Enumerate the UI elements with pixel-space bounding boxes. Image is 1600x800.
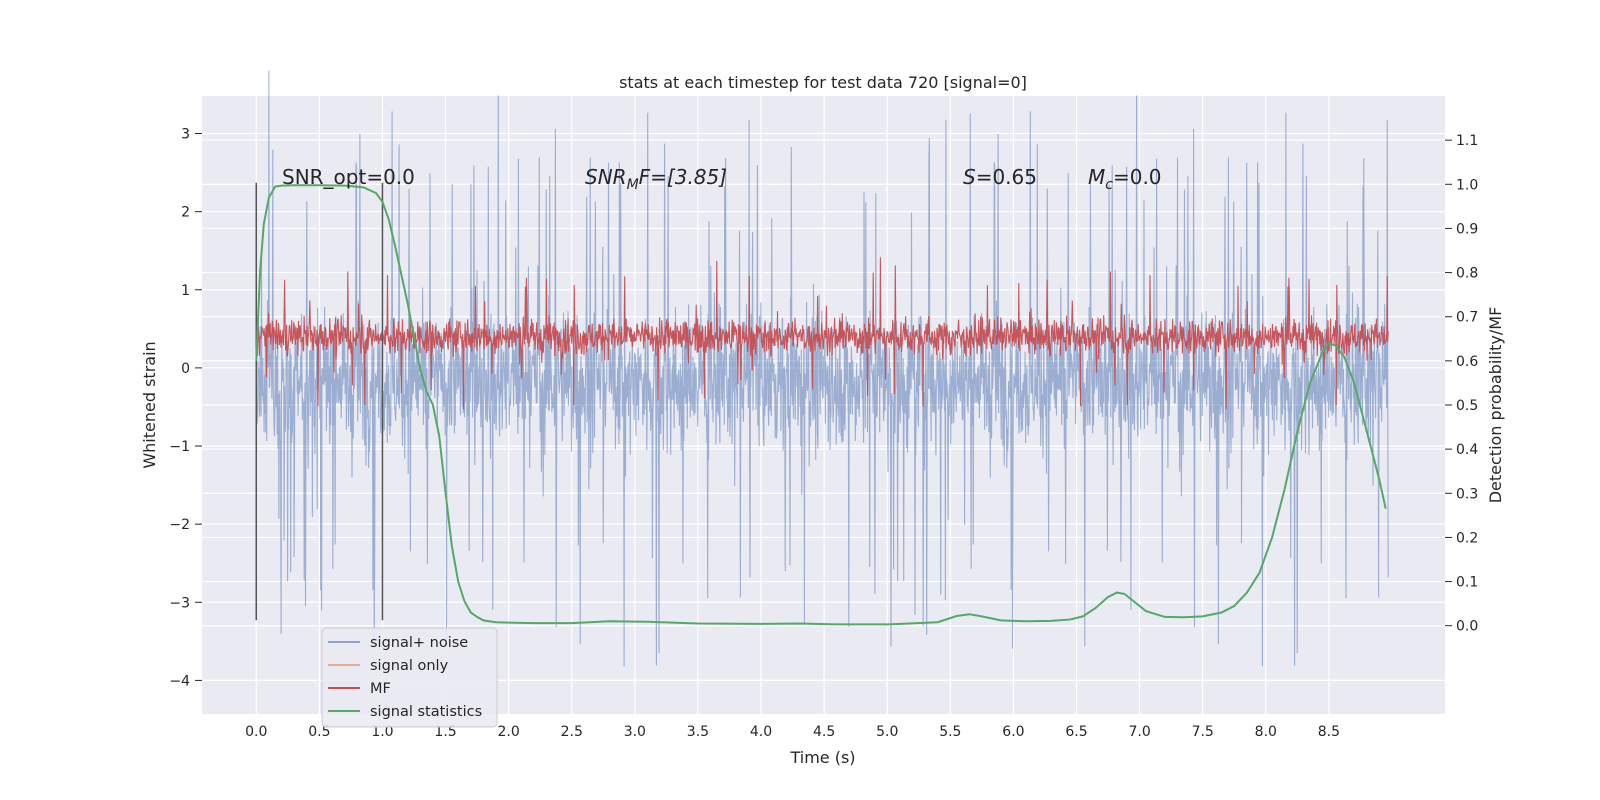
annotation-3-rest: =0.0 <box>1113 165 1162 189</box>
y2-tick-label: 0.6 <box>1456 354 1478 370</box>
legend-label: signal only <box>370 658 449 674</box>
y-tick-label: −1 <box>169 439 190 455</box>
annotation-2: S=0.65 <box>963 165 1037 189</box>
annotation-3: Mc=0.0 <box>1088 165 1162 193</box>
annotation-1-base: SNR <box>585 165 627 189</box>
x-tick-label: 8.5 <box>1318 724 1340 740</box>
legend-label: signal+ noise <box>370 635 468 651</box>
x-tick-label: 3.5 <box>687 724 709 740</box>
y-axis-ticks: 3 2 1 0 −1 −2 −3 −4 <box>169 127 202 689</box>
y-tick-label: −4 <box>169 673 190 689</box>
x-tick-label: 1.5 <box>434 724 456 740</box>
x-tick-label: 0.5 <box>308 724 330 740</box>
annotations: SNR_opt=0.0 SNRMF=[3.85] S=0.65 Mc=0.0 <box>282 165 1162 193</box>
y-tick-label: 0 <box>181 361 190 377</box>
y-tick-label: 1 <box>181 283 190 299</box>
y2-tick-label: 0.5 <box>1456 398 1478 414</box>
x-tick-label: 6.5 <box>1065 724 1087 740</box>
annotation-2-base: S <box>963 165 976 189</box>
x-tick-label: 2.5 <box>561 724 583 740</box>
y2-tick-label: 0.7 <box>1456 310 1478 326</box>
y-axis-label: Whitened strain <box>140 341 159 468</box>
y2-tick-label: 0.9 <box>1456 221 1478 237</box>
x-tick-label: 2.0 <box>498 724 520 740</box>
x-axis-label: Time (s) <box>789 748 855 767</box>
x-tick-label: 6.0 <box>1002 724 1024 740</box>
x-tick-label: 4.5 <box>813 724 835 740</box>
y2-tick-label: 1.1 <box>1456 133 1478 149</box>
x-tick-label: 8.0 <box>1255 724 1277 740</box>
x-tick-label: 7.0 <box>1128 724 1150 740</box>
annotation-0: SNR_opt=0.0 <box>282 165 415 189</box>
x-tick-label: 3.0 <box>624 724 646 740</box>
x-tick-label: 5.0 <box>876 724 898 740</box>
series-signal-statistics-line <box>255 184 1387 626</box>
x-tick-label: 5.5 <box>939 724 961 740</box>
y2-tick-label: 1.0 <box>1456 177 1478 193</box>
series-signal-noise-line <box>255 70 1389 667</box>
y2-axis-ticks: 1.1 1.0 0.9 0.8 0.7 0.6 0.5 0.4 0.3 0.2 0.1 0.0 <box>1445 133 1478 635</box>
y2-axis-label: Detection probability/MF <box>1486 307 1505 504</box>
legend-box <box>321 627 498 728</box>
y2-tick-label: 0.0 <box>1456 619 1478 635</box>
y2-tick-label: 0.2 <box>1456 530 1478 546</box>
legend-label: signal statistics <box>370 704 482 720</box>
legend: signal+ noise signal only MF signal statist… <box>321 627 498 728</box>
series-mf-line <box>255 257 1389 410</box>
y2-tick-label: 0.3 <box>1456 486 1478 502</box>
annotation-2-rest: =0.65 <box>976 165 1037 189</box>
x-tick-label: 1.0 <box>371 724 393 740</box>
y-tick-label: 2 <box>181 205 190 221</box>
data-layer <box>255 70 1389 667</box>
annotation-1-sub: M <box>627 177 639 193</box>
annotation-1: SNRMF=[3.85] <box>585 165 727 193</box>
legend-label: MF <box>370 681 391 697</box>
x-axis-ticks: 0.0 0.5 1.0 1.5 2.0 2.5 3.0 3.5 4.0 4.5 5.0 5.5 6.0 6… <box>245 724 1340 740</box>
y-tick-label: −3 <box>169 595 190 611</box>
annotation-3-base: M <box>1088 165 1105 189</box>
y2-tick-label: 0.8 <box>1456 266 1478 282</box>
x-tick-label: 0.0 <box>245 724 267 740</box>
annotation-1-rest: F=[3.85] <box>639 165 727 189</box>
y2-tick-label: 0.1 <box>1456 575 1478 591</box>
chart-title: stats at each timestep for test data 720… <box>619 73 1027 92</box>
x-tick-label: 7.5 <box>1192 724 1214 740</box>
y-tick-label: 3 <box>181 127 190 143</box>
annotation-3-sub: c <box>1105 177 1113 193</box>
y2-tick-label: 0.4 <box>1456 442 1478 458</box>
y-tick-label: −2 <box>169 517 190 533</box>
x-tick-label: 4.0 <box>750 724 772 740</box>
